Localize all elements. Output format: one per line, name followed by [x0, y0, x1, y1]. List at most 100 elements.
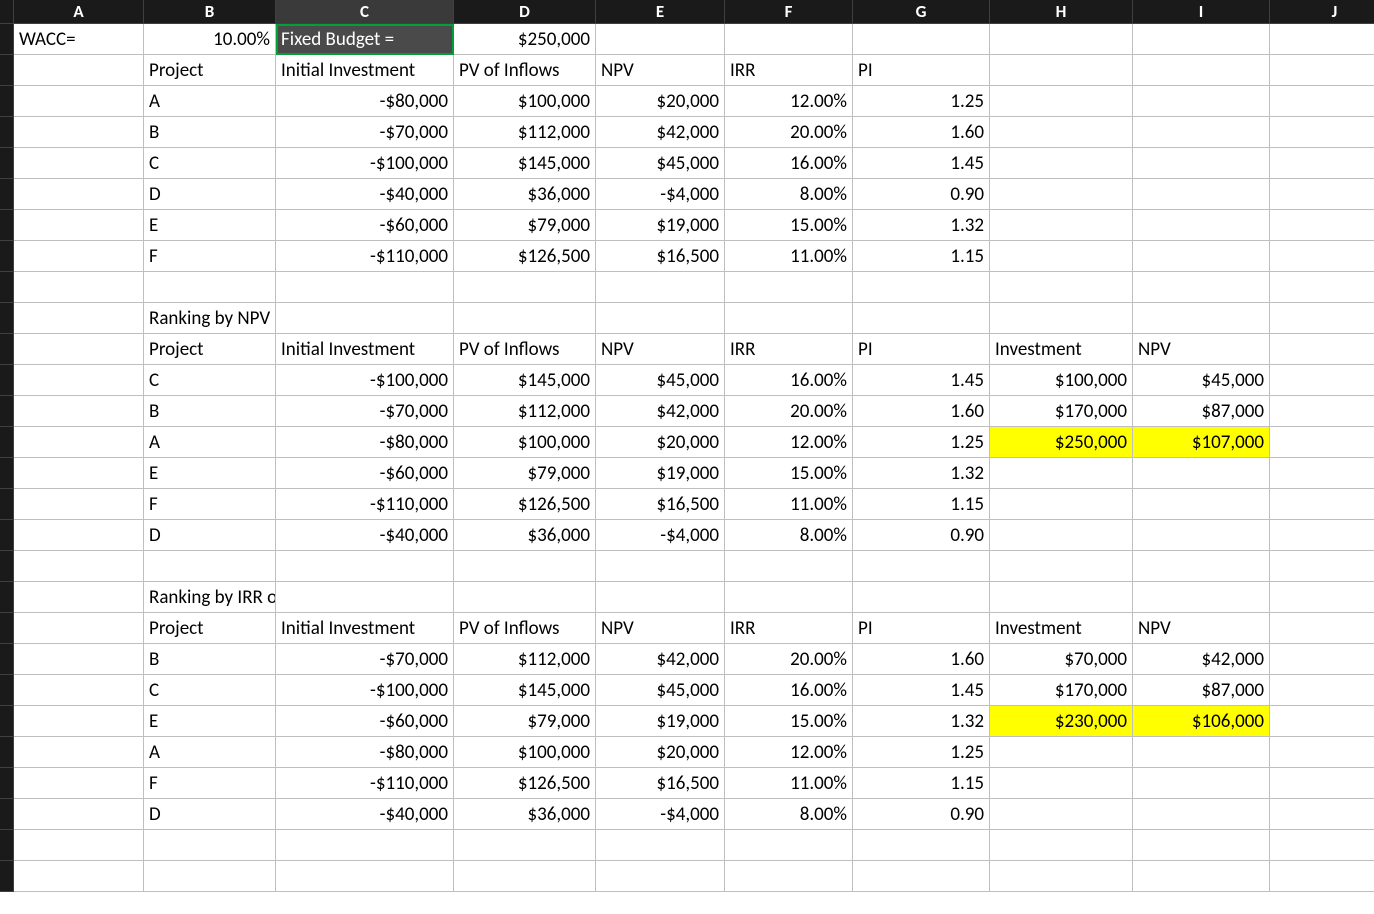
cell-empty[interactable] — [990, 210, 1133, 241]
cell-empty[interactable] — [1270, 55, 1374, 86]
ranking_npv-inv[interactable]: $100,000 — [990, 365, 1133, 396]
cell-empty[interactable] — [14, 520, 144, 551]
ranking_npv-inv[interactable] — [990, 520, 1133, 551]
cell-empty[interactable] — [276, 303, 454, 334]
project-irr[interactable]: 15.00% — [725, 210, 853, 241]
project-init[interactable]: -$70,000 — [276, 117, 454, 148]
ranking_irr-irr[interactable]: 11.00% — [725, 768, 853, 799]
cell-empty[interactable] — [144, 272, 276, 303]
cell-empty[interactable] — [1133, 24, 1270, 55]
cell-empty[interactable] — [14, 737, 144, 768]
cell-empty[interactable] — [1133, 86, 1270, 117]
ranking_npv-npv[interactable]: $16,500 — [596, 489, 725, 520]
ranking_irr-name[interactable]: E — [144, 706, 276, 737]
cell-empty[interactable] — [990, 55, 1133, 86]
cell-empty[interactable] — [1270, 737, 1374, 768]
hdr-pv-inflows[interactable]: PV of Inflows — [454, 55, 596, 86]
ranking_npv-npv[interactable]: $20,000 — [596, 427, 725, 458]
row-header[interactable] — [0, 861, 14, 892]
ranking_irr-inv[interactable] — [990, 768, 1133, 799]
ranking_npv-npv[interactable]: $42,000 — [596, 396, 725, 427]
ranking_irr-irr[interactable]: 15.00% — [725, 706, 853, 737]
ranking_irr-pv[interactable]: $126,500 — [454, 768, 596, 799]
cell-empty[interactable] — [1133, 272, 1270, 303]
hdr-npv[interactable]: NPV — [596, 55, 725, 86]
cell-empty[interactable] — [1270, 520, 1374, 551]
cell-wacc-value[interactable]: 10.00% — [144, 24, 276, 55]
ranking_irr-irr[interactable]: 20.00% — [725, 644, 853, 675]
cell-empty[interactable] — [596, 551, 725, 582]
project-name[interactable]: D — [144, 179, 276, 210]
ranking_irr-inv[interactable] — [990, 799, 1133, 830]
ranking_npv-pi[interactable]: 0.90 — [853, 520, 990, 551]
project-irr[interactable]: 12.00% — [725, 86, 853, 117]
ranking_npv-cnpv[interactable]: $107,000 — [1133, 427, 1270, 458]
cell-empty[interactable] — [1270, 458, 1374, 489]
cell-empty[interactable] — [725, 272, 853, 303]
project-irr[interactable]: 8.00% — [725, 179, 853, 210]
project-init[interactable]: -$110,000 — [276, 241, 454, 272]
ranking_npv-cnpv[interactable] — [1133, 520, 1270, 551]
ranking_irr-pi[interactable]: 1.60 — [853, 644, 990, 675]
project-pi[interactable]: 1.32 — [853, 210, 990, 241]
cell-empty[interactable] — [1270, 613, 1374, 644]
section-irr-title[interactable]: Ranking by IRR or PI — [144, 582, 276, 613]
ranking_irr-npv[interactable]: $42,000 — [596, 644, 725, 675]
ranking_npv-name[interactable]: A — [144, 427, 276, 458]
cell-empty[interactable] — [725, 303, 853, 334]
ranking_npv-pi[interactable]: 1.15 — [853, 489, 990, 520]
cell-empty[interactable] — [14, 551, 144, 582]
cell-empty[interactable] — [1270, 272, 1374, 303]
ranking_irr-init[interactable]: -$100,000 — [276, 675, 454, 706]
cell-empty[interactable] — [596, 24, 725, 55]
rhdr-cum-npv[interactable]: NPV — [1133, 334, 1270, 365]
col-header-D[interactable]: D — [454, 0, 596, 24]
cell-empty[interactable] — [1270, 241, 1374, 272]
cell-empty[interactable] — [276, 582, 454, 613]
cell-empty[interactable] — [990, 117, 1133, 148]
project-irr[interactable]: 16.00% — [725, 148, 853, 179]
ranking_irr-inv[interactable]: $170,000 — [990, 675, 1133, 706]
cell-empty[interactable] — [1270, 334, 1374, 365]
ranking_irr-pi[interactable]: 1.25 — [853, 737, 990, 768]
cell-empty[interactable] — [990, 551, 1133, 582]
ranking_npv-cnpv[interactable]: $45,000 — [1133, 365, 1270, 396]
cell-empty[interactable] — [1270, 427, 1374, 458]
rhdr-cum-npv[interactable]: NPV — [1133, 613, 1270, 644]
project-init[interactable]: -$40,000 — [276, 179, 454, 210]
col-header-B[interactable]: B — [144, 0, 276, 24]
ranking_npv-init[interactable]: -$40,000 — [276, 520, 454, 551]
cell-empty[interactable] — [276, 861, 454, 892]
ranking_npv-npv[interactable]: $19,000 — [596, 458, 725, 489]
cell-empty[interactable] — [1270, 799, 1374, 830]
cell-empty[interactable] — [1133, 830, 1270, 861]
hdr-project[interactable]: Project — [144, 55, 276, 86]
col-header-G[interactable]: G — [853, 0, 990, 24]
ranking_irr-pv[interactable]: $100,000 — [454, 737, 596, 768]
project-pv[interactable]: $36,000 — [454, 179, 596, 210]
cell-empty[interactable] — [990, 303, 1133, 334]
cell-empty[interactable] — [990, 830, 1133, 861]
ranking_npv-irr[interactable]: 20.00% — [725, 396, 853, 427]
rhdr-investment[interactable]: Investment — [990, 334, 1133, 365]
project-pi[interactable]: 1.25 — [853, 86, 990, 117]
row-header[interactable] — [0, 303, 14, 334]
ranking_irr-cnpv[interactable]: $42,000 — [1133, 644, 1270, 675]
ranking_irr-pv[interactable]: $36,000 — [454, 799, 596, 830]
project-name[interactable]: A — [144, 86, 276, 117]
ranking_npv-inv[interactable] — [990, 458, 1133, 489]
ranking_npv-init[interactable]: -$80,000 — [276, 427, 454, 458]
cell-empty[interactable] — [1270, 86, 1374, 117]
rhdr-project[interactable]: Project — [144, 613, 276, 644]
cell-empty[interactable] — [1270, 675, 1374, 706]
cell-empty[interactable] — [1270, 303, 1374, 334]
cell-empty[interactable] — [853, 861, 990, 892]
row-header[interactable] — [0, 55, 14, 86]
ranking_npv-name[interactable]: F — [144, 489, 276, 520]
ranking_irr-pv[interactable]: $79,000 — [454, 706, 596, 737]
ranking_npv-irr[interactable]: 15.00% — [725, 458, 853, 489]
cell-empty[interactable] — [454, 272, 596, 303]
cell-empty[interactable] — [1270, 365, 1374, 396]
row-header[interactable] — [0, 551, 14, 582]
cell-fixed-budget-value[interactable]: $250,000 — [454, 24, 596, 55]
